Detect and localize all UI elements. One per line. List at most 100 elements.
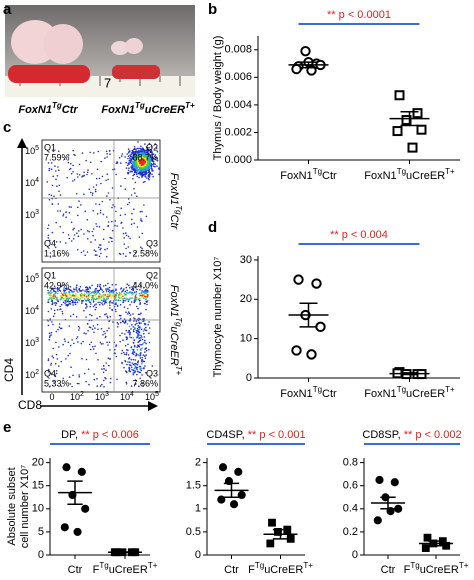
- sem-bar: [299, 302, 318, 328]
- x-tick-label: FTguCreERT+: [404, 561, 469, 576]
- flow-dot: [69, 352, 71, 355]
- flow-dot: [140, 145, 142, 148]
- flow-dot: [83, 298, 86, 300]
- flow-dot: [60, 308, 62, 311]
- flow-dot: [99, 244, 102, 246]
- data-point: [237, 490, 246, 500]
- flow-dot: [105, 179, 107, 182]
- flow-dot: [125, 338, 128, 341]
- flow-dot: [56, 300, 59, 302]
- flow-dot: [120, 155, 123, 157]
- flow-dot: [127, 155, 130, 157]
- flow-dot: [85, 380, 87, 383]
- flow-dot: [68, 376, 71, 378]
- flow-dot: [134, 286, 136, 289]
- flow-dot: [71, 291, 73, 293]
- flow-dot: [65, 211, 67, 213]
- flow-y-tick-label: 102: [25, 369, 39, 381]
- flow-dot: [133, 188, 135, 190]
- flow-dot: [103, 303, 106, 305]
- flow-dot: [103, 297, 105, 300]
- flow-dot: [62, 301, 65, 304]
- data-point: [218, 463, 228, 472]
- x-tick-label: FoxN1TgCtr: [280, 167, 337, 182]
- flow-dot: [101, 383, 103, 386]
- flow-dot: [120, 314, 122, 317]
- flow-dot: [72, 313, 75, 316]
- flow-dot: [100, 247, 102, 250]
- flow-x-tick-label: 104: [120, 391, 134, 403]
- x-tick-label: Ctr: [68, 564, 83, 576]
- flow-dot: [52, 347, 54, 350]
- data-point: [412, 108, 423, 119]
- flow-dot: [51, 184, 54, 187]
- flow-dot: [55, 170, 57, 172]
- y-tick-label: 2: [195, 457, 201, 469]
- flow-dot: [116, 225, 118, 227]
- flow-dot: [151, 170, 153, 172]
- flow-dot: [68, 212, 71, 214]
- flow-dot: [148, 332, 150, 335]
- flow-dot: [155, 147, 158, 149]
- flow-dot: [125, 234, 128, 237]
- data-point: [62, 463, 71, 472]
- flow-dot: [53, 285, 56, 287]
- flow-dot: [96, 168, 99, 171]
- flow-dot: [136, 226, 139, 228]
- flow-dot: [64, 302, 66, 305]
- flow-dot: [142, 385, 144, 387]
- flow-dot: [77, 297, 79, 299]
- flow-dot: [75, 337, 78, 340]
- y-tick-label: 10: [32, 503, 44, 515]
- flow-dot: [107, 221, 110, 223]
- organ: [112, 65, 160, 79]
- flow-dot: [104, 336, 107, 339]
- flow-dot: [130, 385, 133, 387]
- flow-dot: [83, 193, 85, 195]
- y-axis-label: Thymus / Body weight (g): [212, 36, 224, 161]
- flow-dot: [97, 359, 99, 361]
- flow-dot: [145, 349, 148, 352]
- flow-dot: [50, 362, 53, 365]
- flow-dot: [101, 368, 103, 370]
- flow-dot: [52, 295, 54, 298]
- flow-dot: [92, 210, 94, 212]
- data-point: [423, 533, 432, 542]
- flow-dot: [130, 153, 133, 156]
- quadrant-percent: 44.0%: [132, 280, 158, 290]
- flow-dot: [81, 299, 83, 302]
- flow-dot: [89, 305, 91, 308]
- flow-dot: [140, 349, 142, 351]
- flow-dot: [93, 152, 95, 154]
- flow-dot: [142, 173, 144, 176]
- flow-dot: [96, 213, 99, 215]
- flow-dot: [132, 353, 135, 356]
- flow-dot: [143, 366, 145, 369]
- flow-dot: [144, 180, 146, 183]
- flow-dot: [53, 297, 56, 300]
- flow-dot: [99, 283, 101, 286]
- flow-dot: [56, 287, 58, 290]
- flow-dot: [101, 302, 103, 304]
- flow-dot: [133, 158, 136, 160]
- flow-dot: [107, 178, 109, 181]
- flow-dot: [129, 287, 131, 289]
- flow-dot: [127, 313, 129, 315]
- data-point: [306, 349, 317, 360]
- flow-dot: [71, 295, 74, 297]
- flow-dot: [81, 176, 83, 178]
- flow-dot: [158, 173, 160, 176]
- flow-dot: [65, 358, 67, 360]
- significance-label: ** p < 0.004: [330, 229, 388, 241]
- flow-dot: [54, 304, 57, 307]
- y-tick-label: 0.2: [343, 526, 358, 538]
- flow-dot: [129, 304, 131, 306]
- flow-dot: [131, 287, 134, 290]
- flow-dot: [119, 321, 122, 324]
- flow-dot: [102, 285, 105, 287]
- flow-dot: [110, 293, 112, 296]
- flow-dot: [91, 194, 94, 196]
- flow-dot: [52, 315, 55, 318]
- flow-dot: [109, 315, 112, 318]
- flow-dot: [127, 148, 130, 150]
